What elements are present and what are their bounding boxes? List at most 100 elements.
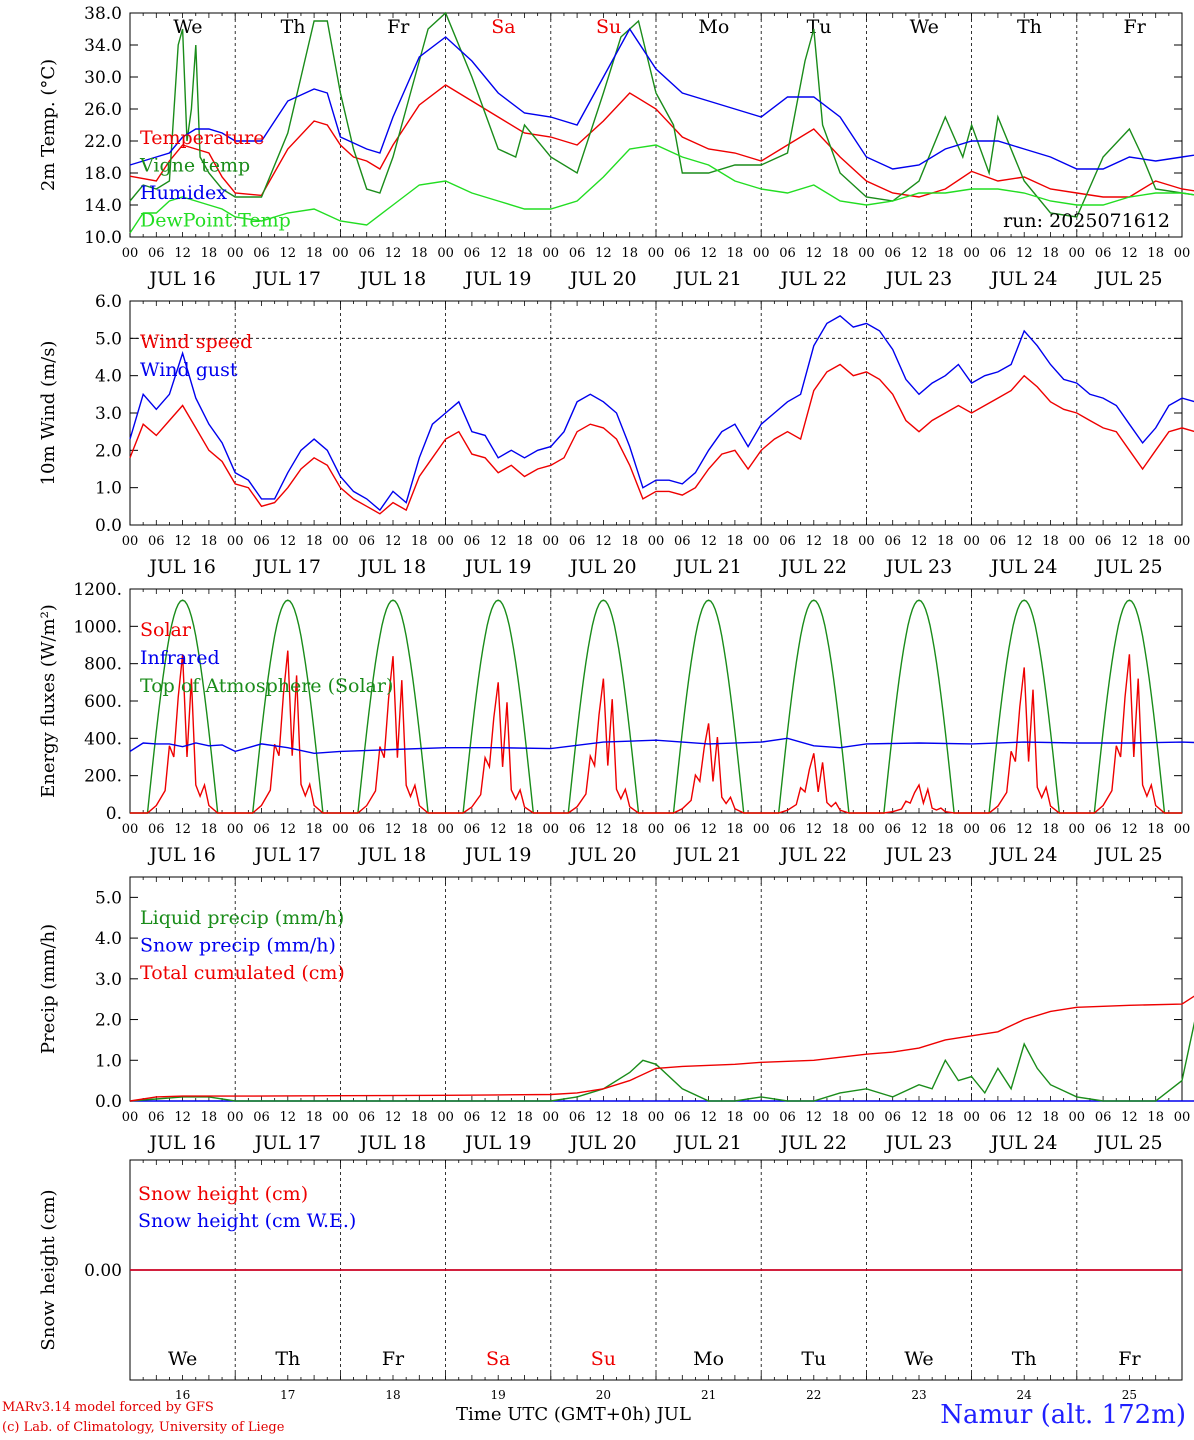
hour-tick-label: 12 (806, 534, 823, 549)
weekday-label: Sa (491, 16, 515, 38)
hour-tick-label: 12 (174, 1110, 191, 1125)
lab-credit: (c) Lab. of Climatology, University of L… (2, 1420, 285, 1435)
hour-tick-label: 18 (306, 246, 323, 261)
date-tick-label: JUL 18 (358, 556, 426, 578)
hour-tick-label: 06 (674, 246, 691, 261)
hour-tick-label: 00 (437, 1110, 454, 1125)
day-number-label: 16 (175, 1388, 190, 1402)
hour-tick-label: 00 (753, 1110, 770, 1125)
hour-tick-label: 06 (674, 1110, 691, 1125)
series-line-blue (129, 315, 1194, 512)
hour-tick-label: 12 (911, 534, 928, 549)
weekday-label: Tu (807, 16, 832, 38)
hour-tick-label: 18 (1042, 822, 1059, 837)
hour-tick-label: 00 (858, 822, 875, 837)
weekday-label: Mo (698, 16, 729, 38)
date-tick-label: JUL 24 (989, 556, 1057, 578)
hour-tick-label: 18 (621, 534, 638, 549)
y-tick-label: 30.0 (84, 68, 122, 88)
hour-tick-label: 18 (516, 534, 533, 549)
hour-tick-label: 06 (884, 822, 901, 837)
hour-tick-label: 12 (490, 822, 507, 837)
hour-tick-label: 18 (727, 534, 744, 549)
hour-tick-label: 18 (201, 1110, 218, 1125)
y-tick-label: 1200. (73, 580, 122, 600)
hour-tick-label: 18 (832, 822, 849, 837)
hour-tick-label: 12 (280, 246, 297, 261)
run-annotation: run: 2025071612 (1003, 210, 1170, 232)
weekday-label: Tu (801, 1348, 826, 1370)
legend-entry: Vigne temp (139, 155, 250, 177)
hour-tick-label: 00 (1069, 822, 1086, 837)
weekday-label: We (910, 16, 939, 38)
hour-tick-label: 06 (569, 534, 586, 549)
hour-tick-label: 18 (516, 822, 533, 837)
hour-tick-label: 00 (227, 246, 244, 261)
y-axis-label: Snow height (cm) (38, 1189, 59, 1350)
hour-tick-label: 00 (1069, 534, 1086, 549)
day-number-label: 24 (1017, 1388, 1033, 1402)
y-tick-label: 0.0 (95, 1092, 122, 1112)
hour-tick-label: 00 (648, 1110, 665, 1125)
date-tick-label: JUL 21 (673, 1132, 741, 1154)
hour-tick-label: 06 (674, 822, 691, 837)
hour-tick-label: 00 (437, 822, 454, 837)
series-line-blue (129, 27, 1194, 170)
hour-tick-label: 00 (858, 246, 875, 261)
y-tick-label: 2.0 (95, 441, 122, 461)
hour-tick-label: 06 (884, 1110, 901, 1125)
hour-tick-label: 00 (753, 246, 770, 261)
date-tick-label: JUL 17 (253, 844, 321, 866)
hour-tick-label: 18 (306, 1110, 323, 1125)
series-line-infrared (129, 737, 1194, 755)
hour-tick-label: 00 (227, 1110, 244, 1125)
hour-tick-label: 12 (1016, 822, 1033, 837)
date-tick-label: JUL 21 (673, 844, 741, 866)
hour-tick-label: 00 (648, 822, 665, 837)
hour-tick-label: 06 (358, 822, 375, 837)
hour-tick-label: 18 (411, 822, 428, 837)
legend-entry: Humidex (140, 182, 227, 204)
hour-tick-label: 12 (1121, 246, 1138, 261)
hour-tick-label: 18 (727, 1110, 744, 1125)
y-tick-label: 26.0 (84, 100, 122, 120)
series-line-green (129, 11, 1194, 218)
hour-tick-label: 00 (122, 246, 139, 261)
legend-entry: DewPoint Temp (140, 210, 291, 232)
hour-tick-label: 18 (516, 1110, 533, 1125)
day-number-label: 25 (1122, 1388, 1137, 1402)
hour-tick-label: 00 (1174, 534, 1191, 549)
weekday-label: We (168, 1348, 197, 1370)
station-name: Namur (alt. 172m) (940, 1400, 1186, 1430)
hour-tick-label: 18 (937, 534, 954, 549)
weekday-label: Fr (382, 1348, 405, 1370)
date-tick-label: JUL 21 (673, 268, 741, 290)
hour-tick-label: 00 (332, 246, 349, 261)
weekday-label: Fr (1124, 16, 1147, 38)
date-tick-label: JUL 18 (358, 844, 426, 866)
panel-3 (129, 588, 1183, 814)
y-tick-label: 4.0 (95, 929, 122, 949)
day-number-label: 20 (596, 1388, 611, 1402)
hour-tick-label: 18 (1147, 534, 1164, 549)
hour-tick-label: 00 (227, 822, 244, 837)
date-tick-label: JUL 23 (884, 844, 952, 866)
hour-tick-label: 06 (148, 1110, 165, 1125)
hour-tick-label: 18 (621, 1110, 638, 1125)
hour-tick-label: 12 (595, 534, 612, 549)
hour-tick-label: 18 (1042, 534, 1059, 549)
date-tick-label: JUL 19 (463, 268, 531, 290)
hour-tick-label: 12 (280, 534, 297, 549)
hour-tick-label: 18 (937, 246, 954, 261)
hour-tick-label: 06 (990, 246, 1007, 261)
legend-entry: Liquid precip (mm/h) (140, 907, 344, 929)
weekday-label: Th (281, 16, 306, 38)
hour-tick-label: 00 (858, 1110, 875, 1125)
hour-tick-label: 12 (385, 1110, 402, 1125)
x-axis-title: Time UTC (GMT+0h) JUL (456, 1404, 691, 1425)
hour-tick-label: 12 (385, 246, 402, 261)
hour-tick-label: 12 (174, 534, 191, 549)
hour-tick-label: 12 (174, 822, 191, 837)
hour-tick-label: 18 (516, 246, 533, 261)
hour-tick-label: 12 (1121, 534, 1138, 549)
